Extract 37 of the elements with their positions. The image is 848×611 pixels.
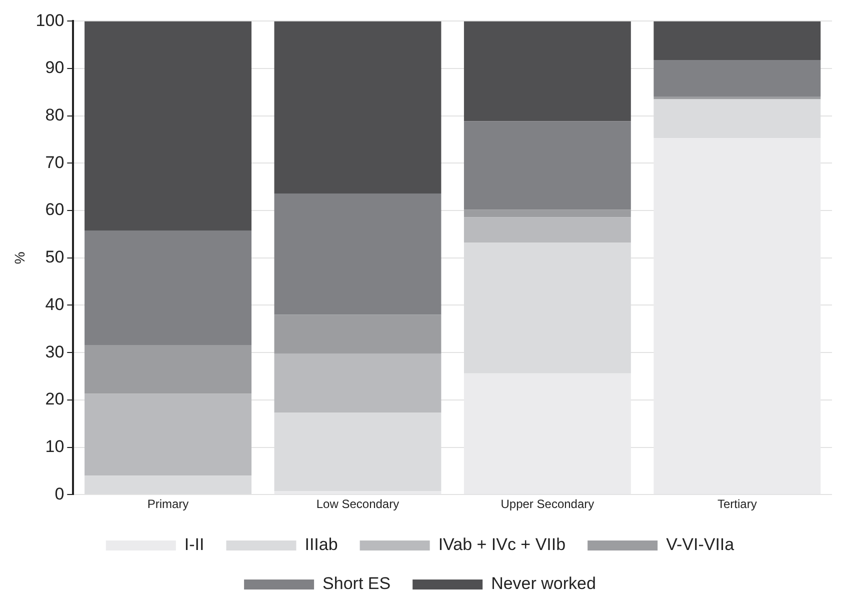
legend-label: IVab + IVc + VIIb	[438, 535, 566, 554]
bar	[84, 394, 252, 476]
bar	[654, 96, 821, 100]
legend-label: I-II	[184, 535, 204, 554]
bar	[464, 210, 631, 218]
y-tick-label: 40	[45, 294, 64, 314]
y-tick-label: 100	[36, 10, 64, 30]
x-tick-label: Low Secondary	[316, 497, 400, 512]
bar	[274, 314, 442, 354]
y-tick-label: 90	[45, 58, 64, 78]
y-tick-label: 80	[45, 106, 64, 125]
bar	[84, 21, 252, 230]
legend-label: IIIab	[304, 535, 338, 554]
legend-label: Never worked	[491, 574, 596, 594]
y-axis-title: %	[11, 252, 28, 264]
y-tick-label: 0	[54, 484, 64, 504]
bar	[464, 21, 631, 122]
y-tick-label: 30	[45, 342, 64, 362]
legend-label: V-VI-VIIa	[666, 535, 735, 554]
bar	[84, 230, 252, 346]
bar	[274, 21, 442, 194]
bar	[274, 194, 442, 315]
bar	[654, 60, 821, 96]
y-tick-label: 10	[45, 436, 64, 456]
y-tick-label: 50	[45, 248, 64, 267]
y-tick-label: 60	[45, 200, 64, 220]
x-tick-label: Tertiary	[717, 497, 757, 512]
bar	[274, 354, 442, 413]
bar	[654, 21, 821, 60]
bar	[84, 345, 252, 394]
y-tick-label: 20	[45, 390, 64, 409]
x-tick-label: Upper Secondary	[500, 497, 594, 512]
y-tick-label: 70	[45, 152, 64, 172]
bar	[464, 217, 631, 243]
legend-label: Short ES	[322, 574, 391, 594]
x-tick-label: Primary	[147, 497, 189, 512]
bar	[464, 121, 631, 210]
